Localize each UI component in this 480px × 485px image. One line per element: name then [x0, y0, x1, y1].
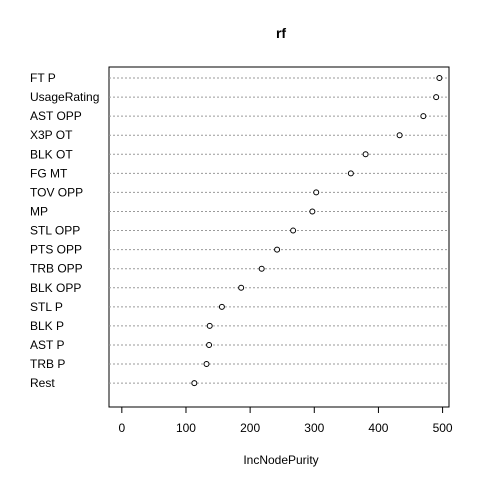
data-point — [290, 227, 297, 234]
data-point — [203, 361, 210, 368]
data-point — [206, 341, 213, 348]
x-tick-label: 0 — [118, 421, 125, 435]
category-label: TRB OPP — [30, 262, 83, 276]
data-point — [309, 208, 316, 215]
x-tick-label: 500 — [433, 421, 453, 435]
x-tick-label: 200 — [240, 421, 260, 435]
data-point — [218, 303, 225, 310]
category-label: FT P — [30, 71, 56, 85]
category-label: BLK P — [30, 319, 64, 333]
x-axis: 0 100 200 300 400 500 — [118, 406, 453, 435]
data-point — [347, 170, 354, 177]
data-point — [433, 94, 440, 101]
data-point — [258, 265, 265, 272]
x-axis-label: IncNodePurity — [243, 453, 318, 467]
category-label: STL OPP — [30, 224, 80, 238]
category-label: TOV OPP — [30, 185, 83, 199]
category-label: BLK OT — [30, 147, 73, 161]
plot-frame — [108, 66, 450, 408]
category-label: MP — [30, 204, 48, 218]
category-label: STL P — [30, 300, 63, 314]
data-point — [191, 380, 198, 387]
category-label: FG MT — [30, 166, 68, 180]
data-point — [313, 189, 320, 196]
category-label: X3P OT — [30, 128, 73, 142]
data-point — [396, 132, 403, 139]
category-label: AST P — [30, 338, 64, 352]
x-tick-label: 400 — [368, 421, 388, 435]
data-point — [420, 113, 427, 120]
category-labels: FT P UsageRating AST OPP X3P OT BLK OT FG MT T… — [30, 71, 99, 390]
data-point — [274, 246, 281, 253]
x-tick-label: 100 — [176, 421, 196, 435]
category-label: PTS OPP — [30, 243, 82, 257]
chart-title: rf — [276, 25, 286, 41]
category-label: BLK OPP — [30, 281, 81, 295]
x-tick-label: 300 — [304, 421, 324, 435]
data-point — [206, 322, 213, 329]
data-points — [191, 75, 443, 387]
category-label: AST OPP — [30, 109, 82, 123]
guide-lines — [109, 77, 449, 384]
data-point — [238, 284, 245, 291]
category-label: Rest — [30, 376, 55, 390]
data-point — [362, 151, 369, 158]
category-label: TRB P — [30, 357, 65, 371]
category-label: UsageRating — [30, 90, 99, 104]
data-point — [436, 75, 443, 81]
